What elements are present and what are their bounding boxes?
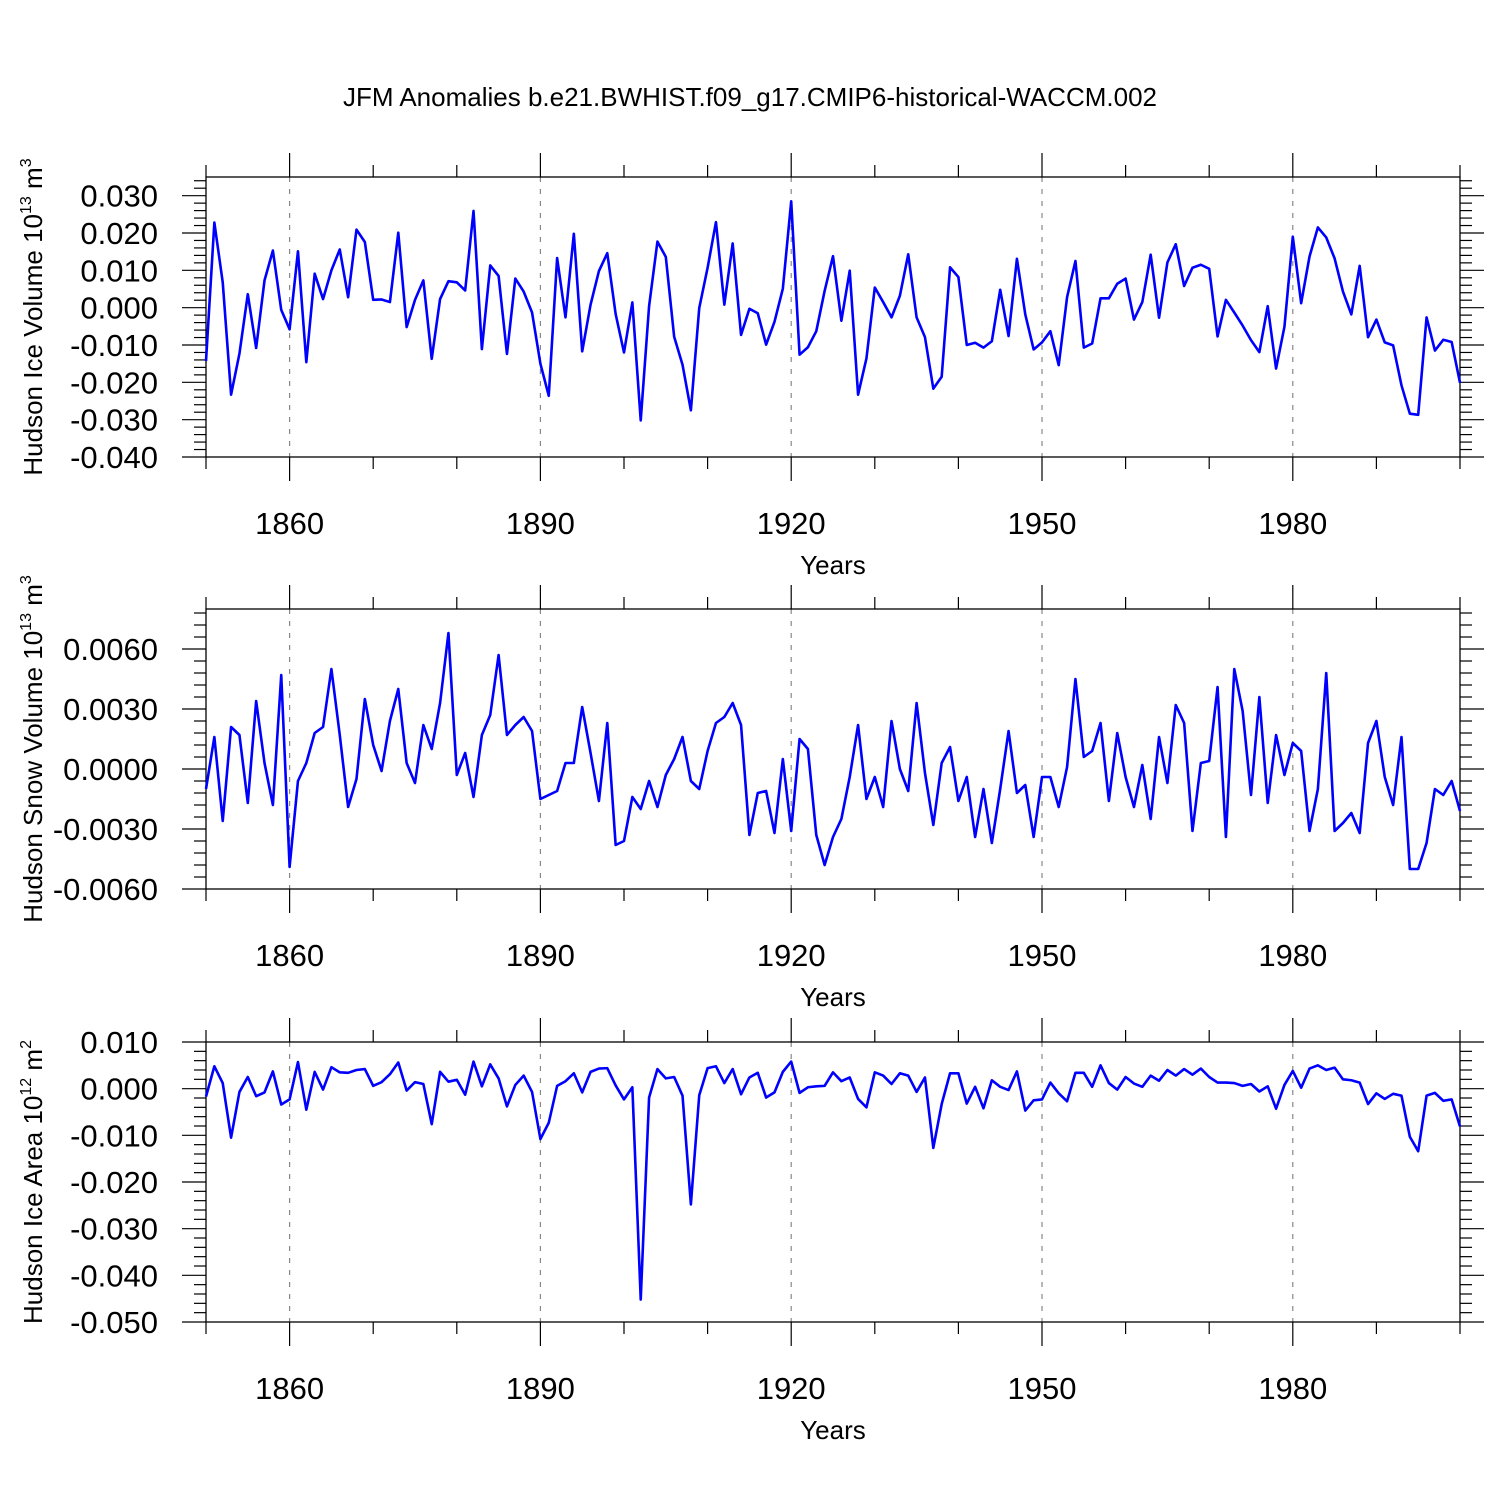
x-axis-title: Years — [800, 550, 866, 580]
y-tick-label: 0.000 — [80, 291, 158, 326]
y-tick-label: -0.020 — [70, 365, 158, 400]
x-tick-label: 1920 — [757, 506, 826, 541]
y-tick-label: 0.0060 — [63, 632, 158, 667]
y-tick-label: -0.010 — [70, 328, 158, 363]
x-tick-label: 1980 — [1258, 506, 1327, 541]
y-axis-title: Hudson Ice Area 1012 m2 — [18, 1040, 48, 1324]
x-tick-label: 1950 — [1008, 938, 1077, 973]
y-tick-label: -0.0030 — [53, 812, 158, 847]
y-tick-label: -0.040 — [70, 440, 158, 475]
panel-3: 1860 1890 1920 1950 1980 Years -0.050 -0.040 -0.… — [18, 1018, 1484, 1445]
plot-frame — [205, 1041, 1461, 1323]
x-tick-label: 1950 — [1008, 506, 1077, 541]
series-line — [204, 1060, 1462, 1301]
y-tick-label: -0.020 — [70, 1165, 158, 1200]
y-axis-title: Hudson Snow Volume 1013 m3 — [18, 575, 48, 923]
plot-frame — [205, 176, 1461, 458]
y-tick-label: -0.010 — [70, 1118, 158, 1153]
x-tick-label: 1980 — [1258, 1371, 1327, 1406]
y-tick-label: 0.000 — [80, 1072, 158, 1107]
x-tick-label: 1920 — [757, 1371, 826, 1406]
y-tick-label: 0.020 — [80, 216, 158, 251]
y-tick-label: -0.030 — [70, 1212, 158, 1247]
y-tick-label: 0.030 — [80, 179, 158, 214]
x-tick-label: 1950 — [1008, 1371, 1077, 1406]
y-tick-label: -0.040 — [70, 1258, 158, 1293]
x-tick-label: 1860 — [255, 938, 324, 973]
x-tick-label: 1890 — [506, 938, 575, 973]
panel-2: 1860 1890 1920 1950 1980 Years -0.0060 -0.0030 0… — [18, 575, 1484, 1012]
x-tick-label: 1980 — [1258, 938, 1327, 973]
figure-title: JFM Anomalies b.e21.BWHIST.f09_g17.CMIP6… — [343, 82, 1157, 112]
panel-1: 1860 1890 1920 1950 1980Years-0.040-0.030-0.… — [18, 153, 1484, 580]
plot-frame — [205, 608, 1461, 890]
y-tick-label: -0.050 — [70, 1305, 158, 1340]
series-line — [204, 631, 1462, 871]
y-tick-label: 0.0030 — [63, 692, 158, 727]
x-axis-title: Years — [800, 1415, 866, 1445]
y-axis-title: Hudson Ice Volume 1013 m3 — [18, 158, 48, 475]
x-tick-label: 1860 — [255, 1371, 324, 1406]
y-tick-label: -0.030 — [70, 403, 158, 438]
x-tick-label: 1920 — [757, 938, 826, 973]
x-tick-label: 1890 — [506, 1371, 575, 1406]
y-tick-label: 0.010 — [80, 1025, 158, 1060]
x-tick-label: 1860 — [255, 506, 324, 541]
series-line — [204, 199, 1462, 422]
x-tick-label: 1890 — [506, 506, 575, 541]
y-tick-label: 0.0000 — [63, 752, 158, 787]
y-tick-label: -0.0060 — [53, 872, 158, 907]
y-tick-label: 0.010 — [80, 253, 158, 288]
x-axis-title: Years — [800, 982, 866, 1012]
